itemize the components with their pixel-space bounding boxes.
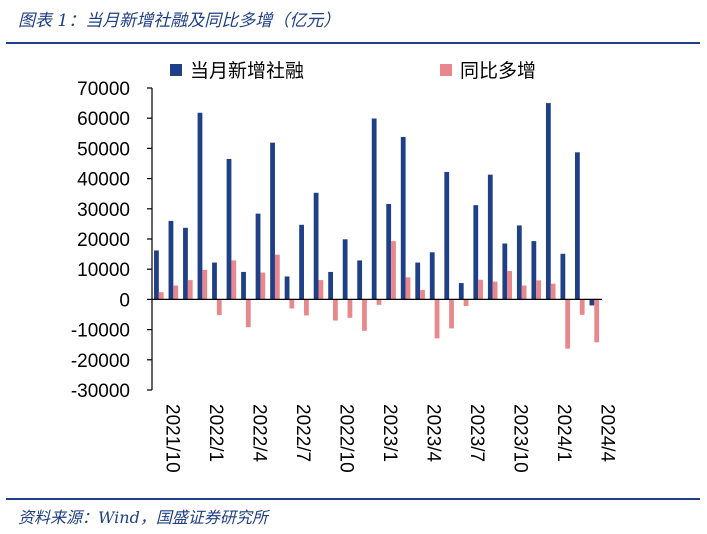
bar-new-financing bbox=[284, 276, 290, 300]
x-axis: 2021/10 2022/1 2022/4 2022/7 2022/10 2023/1 20… bbox=[152, 298, 618, 473]
bar-yoy-increase bbox=[231, 260, 237, 300]
x-tick-label: 2023/10 bbox=[510, 404, 531, 473]
bar-yoy-increase bbox=[347, 299, 353, 318]
bar-new-financing bbox=[212, 262, 217, 300]
bar-yoy-increase bbox=[303, 299, 309, 316]
bar-new-financing bbox=[458, 283, 464, 300]
bar-yoy-increase bbox=[492, 281, 498, 300]
x-tick-label: 2022/4 bbox=[248, 404, 269, 463]
bar-yoy-increase bbox=[405, 277, 411, 300]
bottom-divider bbox=[6, 498, 700, 500]
bar-yoy-increase bbox=[521, 285, 527, 300]
legend-swatch bbox=[440, 64, 452, 76]
y-tick-label: 50000 bbox=[77, 139, 130, 160]
bar-new-financing bbox=[270, 142, 275, 300]
bar-yoy-increase bbox=[478, 279, 483, 300]
bar-new-financing bbox=[197, 112, 203, 300]
bar-new-financing bbox=[429, 252, 435, 300]
bar-new-financing bbox=[386, 203, 392, 300]
x-tick-label: 2023/7 bbox=[466, 404, 487, 462]
bar-new-financing bbox=[589, 299, 595, 306]
x-tick-label: 2024/1 bbox=[553, 404, 574, 462]
bar-yoy-increase bbox=[594, 299, 600, 343]
x-tick-label: 2022/10 bbox=[335, 404, 356, 473]
bar-yoy-increase bbox=[289, 299, 295, 309]
bar-yoy-increase bbox=[579, 299, 585, 315]
legend-label: 同比多增 bbox=[460, 60, 536, 82]
bar-new-financing bbox=[444, 171, 450, 300]
bar-new-financing bbox=[473, 205, 479, 300]
y-tick-label: 60000 bbox=[77, 109, 130, 130]
bar-yoy-increase bbox=[565, 299, 571, 349]
bar-yoy-increase bbox=[318, 280, 324, 300]
x-tick-label: 2021/10 bbox=[161, 404, 182, 473]
x-tick-label: 2023/4 bbox=[423, 404, 444, 463]
y-tick-label: 40000 bbox=[77, 170, 130, 191]
bar-yoy-increase bbox=[333, 299, 338, 321]
bar-new-financing bbox=[487, 174, 493, 300]
bar-yoy-increase bbox=[434, 299, 440, 339]
y-tick-label: 30000 bbox=[77, 200, 130, 221]
y-tick-label: 20000 bbox=[77, 230, 130, 251]
x-tick-label: 2022/1 bbox=[205, 404, 226, 462]
bar-yoy-increase bbox=[245, 299, 251, 328]
x-tick-label: 2024/4 bbox=[597, 404, 618, 463]
bar-yoy-increase bbox=[158, 292, 164, 300]
bar-new-financing bbox=[560, 253, 566, 300]
x-tick-label: 2023/1 bbox=[379, 404, 400, 462]
y-tick-label: -20000 bbox=[71, 351, 130, 372]
bar-new-financing bbox=[531, 241, 537, 300]
source-note: 资料来源：Wind，国盛证券研究所 bbox=[18, 508, 268, 527]
bar-yoy-increase bbox=[449, 299, 454, 329]
bar-yoy-increase bbox=[187, 280, 193, 300]
legend-swatch bbox=[170, 64, 182, 76]
bar-new-financing bbox=[371, 118, 377, 300]
y-tick-label: 70000 bbox=[77, 79, 130, 100]
bar-yoy-increase bbox=[274, 254, 280, 300]
bar-new-financing bbox=[299, 224, 304, 300]
y-tick-label: -10000 bbox=[71, 321, 130, 342]
bar-new-financing bbox=[575, 152, 580, 300]
bar-new-financing bbox=[154, 250, 159, 300]
y-axis: -30000 -20000 -10000 0 10000 20000 30000 40000 5… bbox=[71, 79, 153, 402]
bar-new-financing bbox=[415, 262, 421, 300]
bar-yoy-increase bbox=[260, 272, 266, 300]
bar-new-financing bbox=[255, 213, 261, 300]
bar-yoy-increase bbox=[391, 241, 396, 300]
bar-yoy-increase bbox=[173, 285, 179, 300]
bar-new-financing bbox=[545, 103, 551, 300]
top-divider bbox=[6, 42, 700, 44]
bar-new-financing bbox=[313, 192, 319, 300]
bars-layer bbox=[154, 103, 600, 349]
y-tick-label: -30000 bbox=[71, 381, 130, 402]
bar-yoy-increase bbox=[463, 299, 469, 307]
bar-new-financing bbox=[328, 271, 334, 300]
bar-new-financing bbox=[183, 227, 188, 300]
bar-yoy-increase bbox=[550, 283, 556, 300]
legend: 当月新增社融 同比多增 bbox=[170, 60, 536, 82]
bar-new-financing bbox=[502, 243, 508, 300]
bar-yoy-increase bbox=[362, 299, 367, 331]
bar-yoy-increase bbox=[420, 290, 425, 300]
bar-new-financing bbox=[400, 136, 406, 300]
bar-yoy-increase bbox=[376, 299, 382, 305]
bar-new-financing bbox=[168, 220, 174, 300]
bar-yoy-increase bbox=[536, 280, 542, 300]
y-tick-label: 0 bbox=[119, 290, 130, 311]
bar-new-financing bbox=[516, 225, 522, 300]
x-tick-label: 2022/7 bbox=[292, 404, 313, 462]
figure-title: 图表 1：当月新增社融及同比多增（亿元） bbox=[18, 11, 341, 31]
bar-new-financing bbox=[357, 260, 363, 300]
bar-yoy-increase bbox=[507, 271, 512, 300]
bar-new-financing bbox=[226, 158, 232, 300]
y-tick-label: 10000 bbox=[77, 260, 130, 281]
legend-label: 当月新增社融 bbox=[190, 60, 304, 82]
bar-yoy-increase bbox=[216, 299, 222, 316]
bar-yoy-increase bbox=[202, 269, 208, 300]
bar-new-financing bbox=[241, 271, 246, 300]
bar-new-financing bbox=[342, 239, 348, 300]
